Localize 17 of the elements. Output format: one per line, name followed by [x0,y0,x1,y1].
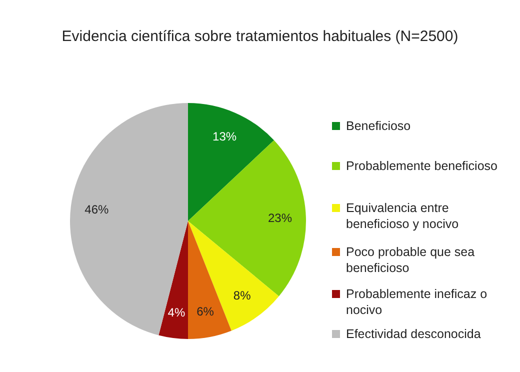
pie-slice [188,221,279,331]
chart-title: Evidencia científica sobre tratamientos habituales (N=2500) [60,28,460,45]
data-label: 4% [168,305,186,320]
legend-label: Probablemente beneficioso [346,158,498,174]
legend-label: Equivalencia entre beneficioso y nocivo [346,200,460,232]
legend-label: Probablemente ineficaz o nocivo [346,286,488,318]
data-label: 13% [212,130,237,144]
data-label: 6% [196,304,214,318]
pie-slice [158,221,188,339]
pie-slice [188,221,232,339]
data-label: 8% [233,288,252,302]
data-label: 23% [268,211,292,226]
legend-label: Poco probable que sea beneficioso [346,244,476,276]
data-label: 46% [84,202,110,216]
legend-label: Beneficioso [346,118,411,134]
legend-label: Efectividad desconocida [346,326,481,342]
pie-slice [70,103,188,336]
